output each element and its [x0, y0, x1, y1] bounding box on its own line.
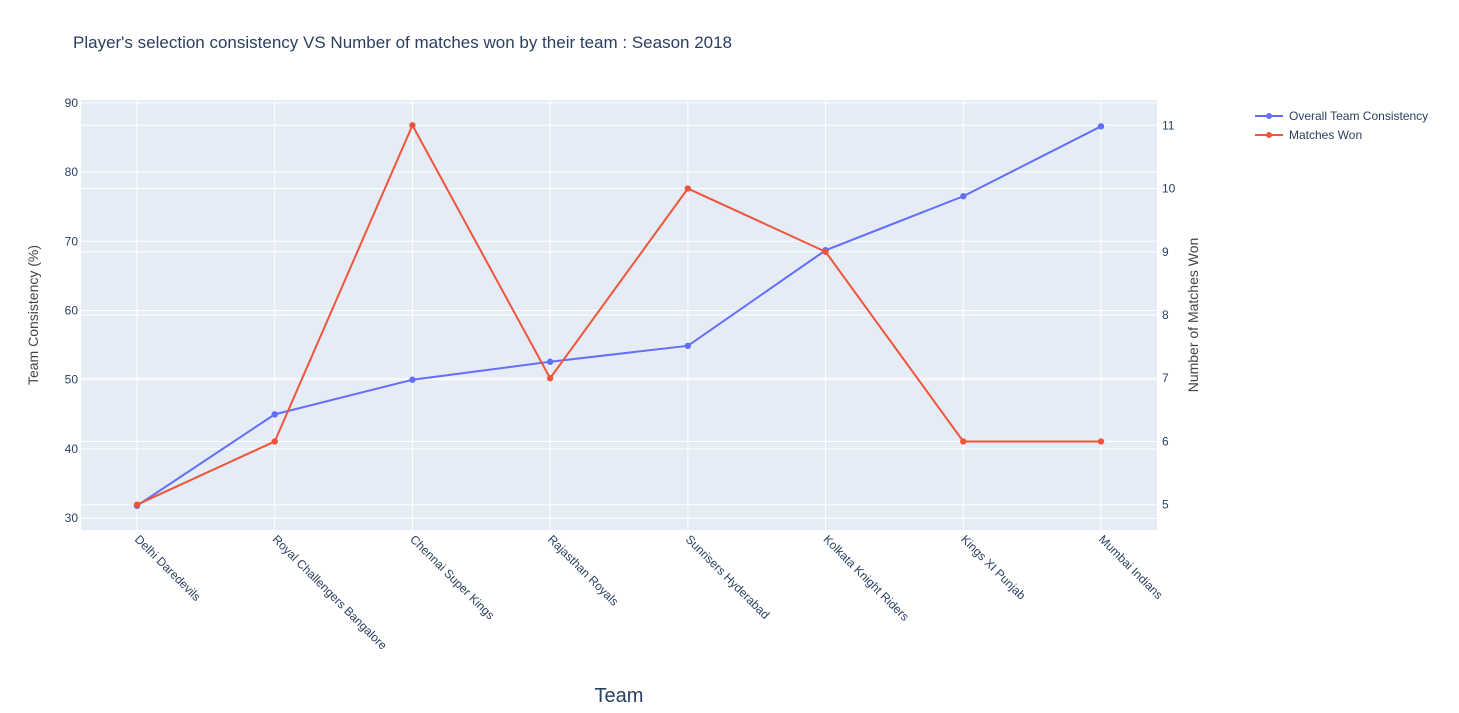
legend-item-consistency[interactable]: Overall Team Consistency — [1252, 106, 1447, 125]
data-point-overall-team-consistency[interactable] — [1097, 123, 1105, 130]
x-tick-label: Kings XI Punjab — [958, 532, 1029, 603]
y-tick-label-right: 5 — [1162, 498, 1169, 512]
series-line-matches-won — [136, 123, 1101, 506]
y-tick-label-left: 60 — [65, 303, 79, 317]
legend-swatch-matches-won — [1252, 128, 1286, 142]
y-tick-label-right: 9 — [1162, 245, 1169, 259]
x-tick-label: Kolkata Knight Riders — [820, 532, 912, 624]
x-gridlines — [136, 100, 1102, 530]
x-axis-ticks: Delhi Daredevils Royal Challengers Bangal… — [132, 532, 1166, 653]
data-point-overall-team-consistency[interactable] — [409, 376, 416, 383]
legend-label-consistency: Overall Team Consistency — [1289, 108, 1429, 123]
x-tick-label: Delhi Daredevils — [132, 532, 204, 604]
y-tick-label-left: 70 — [65, 234, 79, 248]
data-point-overall-team-consistency[interactable] — [271, 411, 278, 418]
series-line-overall-team-consistency — [136, 125, 1102, 507]
x-tick-label: Sunrisers Hyderabad — [683, 532, 773, 622]
x-tick-label: Chennai Super Kings — [407, 532, 497, 622]
data-point-matches-won[interactable] — [271, 438, 278, 445]
y-axis-left-ticks: 30 40 50 60 70 80 90 — [65, 96, 79, 525]
y-tick-label-right: 6 — [1162, 434, 1169, 448]
y-tick-label-left: 40 — [65, 442, 79, 456]
x-tick-label: Mumbai Indians — [1096, 532, 1166, 602]
legend[interactable]: Overall Team Consistency Matches Won — [1252, 106, 1447, 144]
y-tick-label-left: 50 — [65, 373, 79, 387]
y-axis-right-ticks: 5 6 7 8 9 10 11 — [1162, 118, 1176, 511]
y-tick-label-left: 30 — [65, 511, 79, 525]
legend-label-matches-won: Matches Won — [1289, 127, 1363, 142]
series-matches-won — [133, 122, 1105, 508]
y-tick-label-left: 90 — [65, 96, 79, 110]
x-tick-label: Rajasthan Royals — [545, 532, 621, 608]
data-point-matches-won[interactable] — [684, 185, 692, 192]
y-axis-left-label: Team Consistency (%) — [25, 245, 41, 385]
data-point-matches-won[interactable] — [822, 248, 829, 255]
legend-item-matches-won[interactable]: Matches Won — [1252, 125, 1447, 144]
chart-title: Player's selection consistency VS Number… — [73, 33, 733, 52]
x-axis-label: Team — [595, 685, 644, 707]
y-tick-label-right: 11 — [1162, 118, 1175, 132]
x-tick-label: Royal Challengers Bangalore — [270, 532, 391, 653]
y-tick-label-right: 7 — [1162, 371, 1169, 385]
y-tick-label-right: 8 — [1162, 308, 1169, 322]
data-point-overall-team-consistency[interactable] — [960, 193, 967, 200]
y-tick-label-right: 10 — [1162, 182, 1176, 196]
data-point-matches-won[interactable] — [1097, 438, 1105, 445]
data-point-matches-won[interactable] — [133, 501, 141, 508]
data-point-overall-team-consistency[interactable] — [684, 342, 692, 350]
data-point-matches-won[interactable] — [409, 122, 416, 129]
y-axis-right-label: Number of Matches Won — [1185, 238, 1201, 393]
data-point-overall-team-consistency[interactable] — [546, 358, 554, 365]
legend-swatch-consistency — [1252, 109, 1286, 123]
series-layer — [133, 122, 1105, 509]
data-point-matches-won[interactable] — [546, 375, 554, 382]
y-tick-label-left: 80 — [65, 165, 79, 179]
data-point-matches-won[interactable] — [960, 438, 967, 445]
